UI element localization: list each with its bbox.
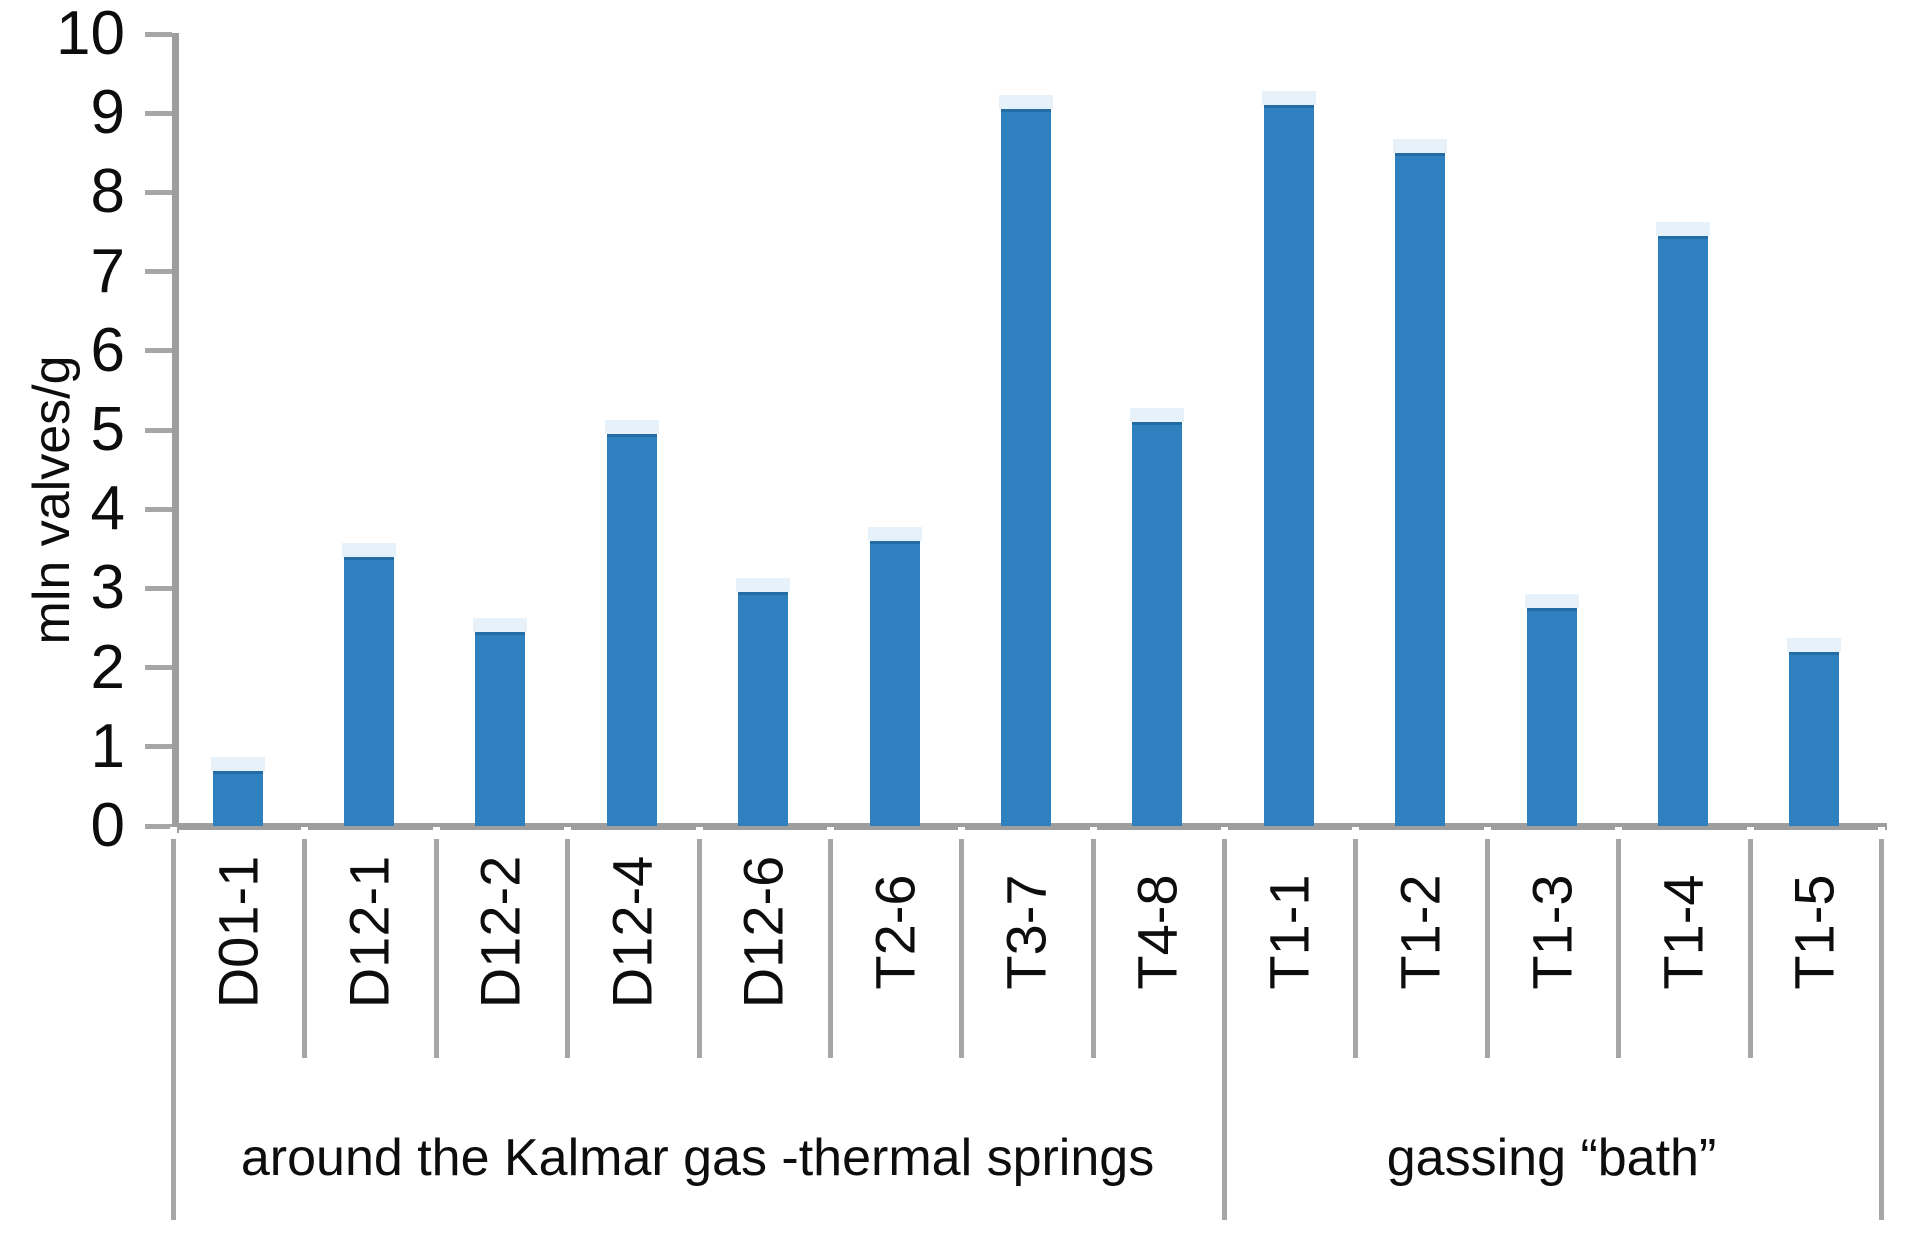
- group-label: gassing “bath”: [1386, 1129, 1717, 1187]
- y-axis-tick-label: 8: [90, 157, 125, 227]
- category-divider-line: [302, 838, 308, 1058]
- category-divider-line: [827, 838, 833, 1058]
- category-divider-line: [1484, 838, 1490, 1058]
- y-axis-tick-label: 9: [90, 78, 125, 148]
- y-axis-line: [172, 33, 179, 833]
- axis-divider-notch: [1352, 827, 1360, 839]
- bar: [1001, 109, 1051, 826]
- y-axis-tick: [145, 348, 172, 354]
- group-divider-line: [1222, 838, 1228, 1220]
- bar-top-halo: [1393, 138, 1448, 153]
- category-label: T1-1: [1257, 874, 1321, 990]
- category-divider-line: [1090, 838, 1096, 1058]
- bar-top-halo: [999, 95, 1053, 110]
- bar: [1789, 651, 1840, 826]
- bar: [1395, 152, 1446, 826]
- bar-top-halo: [1261, 91, 1316, 106]
- bar: [1526, 608, 1577, 826]
- category-label: D12-2: [468, 855, 532, 1009]
- y-axis-tick-label: 5: [90, 395, 125, 464]
- bar-top-halo: [473, 617, 528, 632]
- bar-top-halo: [342, 542, 397, 557]
- category-label: T1-5: [1782, 874, 1846, 990]
- y-axis-tick: [145, 585, 172, 591]
- x-axis-line: [172, 823, 1887, 830]
- category-label: T4-8: [1125, 874, 1189, 990]
- group-divider-line: [171, 838, 176, 1220]
- y-axis-tick-label: 6: [90, 315, 125, 385]
- bar-top-halo: [867, 526, 922, 541]
- axis-divider-notch: [958, 827, 966, 839]
- bar: [869, 540, 920, 826]
- y-axis-tick: [145, 506, 172, 512]
- category-divider-line: [1616, 838, 1622, 1058]
- y-axis-tick-label: 1: [90, 711, 125, 781]
- axis-divider-notch: [301, 827, 309, 839]
- category-divider-line: [565, 838, 571, 1058]
- group-divider-line: [1879, 838, 1884, 1220]
- axis-divider-notch: [564, 827, 572, 839]
- y-axis-tick-label: 2: [90, 632, 125, 702]
- category-divider-line: [433, 838, 439, 1058]
- category-label: T1-2: [1388, 874, 1452, 990]
- y-axis-tick: [145, 269, 172, 275]
- category-label: T3-7: [994, 874, 1058, 990]
- category-label: T1-3: [1520, 874, 1584, 990]
- axis-divider-notch: [432, 827, 440, 839]
- bar: [212, 770, 263, 826]
- axis-divider-notch: [1089, 827, 1097, 839]
- y-axis-tick: [145, 110, 172, 116]
- bar: [1263, 105, 1314, 826]
- axis-divider-notch: [1878, 827, 1885, 839]
- bar: [738, 592, 789, 826]
- bar-top-halo: [1655, 221, 1710, 236]
- axis-divider-notch: [826, 827, 834, 839]
- y-axis-tick-label: 4: [90, 474, 125, 544]
- axis-divider-notch: [1615, 827, 1623, 839]
- axis-divider-notch: [1221, 827, 1229, 839]
- y-axis-tick-label: 0: [90, 791, 125, 860]
- y-axis-tick-label: 3: [90, 553, 125, 623]
- y-axis-tick: [145, 189, 172, 195]
- category-divider-line: [696, 838, 702, 1058]
- y-axis-tick-label: 10: [56, 0, 125, 68]
- y-axis-tick: [145, 823, 172, 829]
- bar: [1132, 422, 1183, 826]
- category-label: T2-6: [863, 874, 927, 990]
- y-axis-tick: [145, 744, 172, 750]
- category-label: D12-4: [600, 855, 664, 1009]
- bar-top-halo: [210, 756, 265, 771]
- bar-top-halo: [736, 578, 791, 593]
- y-axis-tick: [145, 665, 172, 671]
- bar-top-halo: [1787, 637, 1842, 652]
- category-label: D12-6: [731, 855, 795, 1009]
- axis-divider-notch: [170, 827, 177, 839]
- y-axis-tick-label: 7: [90, 236, 125, 306]
- category-label: D01-1: [206, 855, 270, 1009]
- bar-top-halo: [604, 419, 659, 434]
- y-axis-tick: [145, 31, 172, 37]
- bar-top-halo: [1524, 594, 1579, 609]
- bar: [344, 556, 395, 826]
- axis-divider-notch: [1483, 827, 1491, 839]
- category-divider-line: [959, 838, 965, 1058]
- bar: [1657, 235, 1708, 826]
- group-label: around the Kalmar gas -thermal springs: [240, 1129, 1155, 1187]
- bar: [606, 433, 657, 826]
- category-label: T1-4: [1651, 874, 1715, 990]
- bar-top-halo: [1130, 408, 1185, 423]
- y-axis-tick: [145, 427, 172, 433]
- axis-divider-notch: [695, 827, 703, 839]
- category-divider-line: [1747, 838, 1753, 1058]
- axis-divider-notch: [1746, 827, 1754, 839]
- category-label: D12-1: [337, 855, 401, 1009]
- bar: [475, 631, 526, 826]
- category-divider-line: [1353, 838, 1359, 1058]
